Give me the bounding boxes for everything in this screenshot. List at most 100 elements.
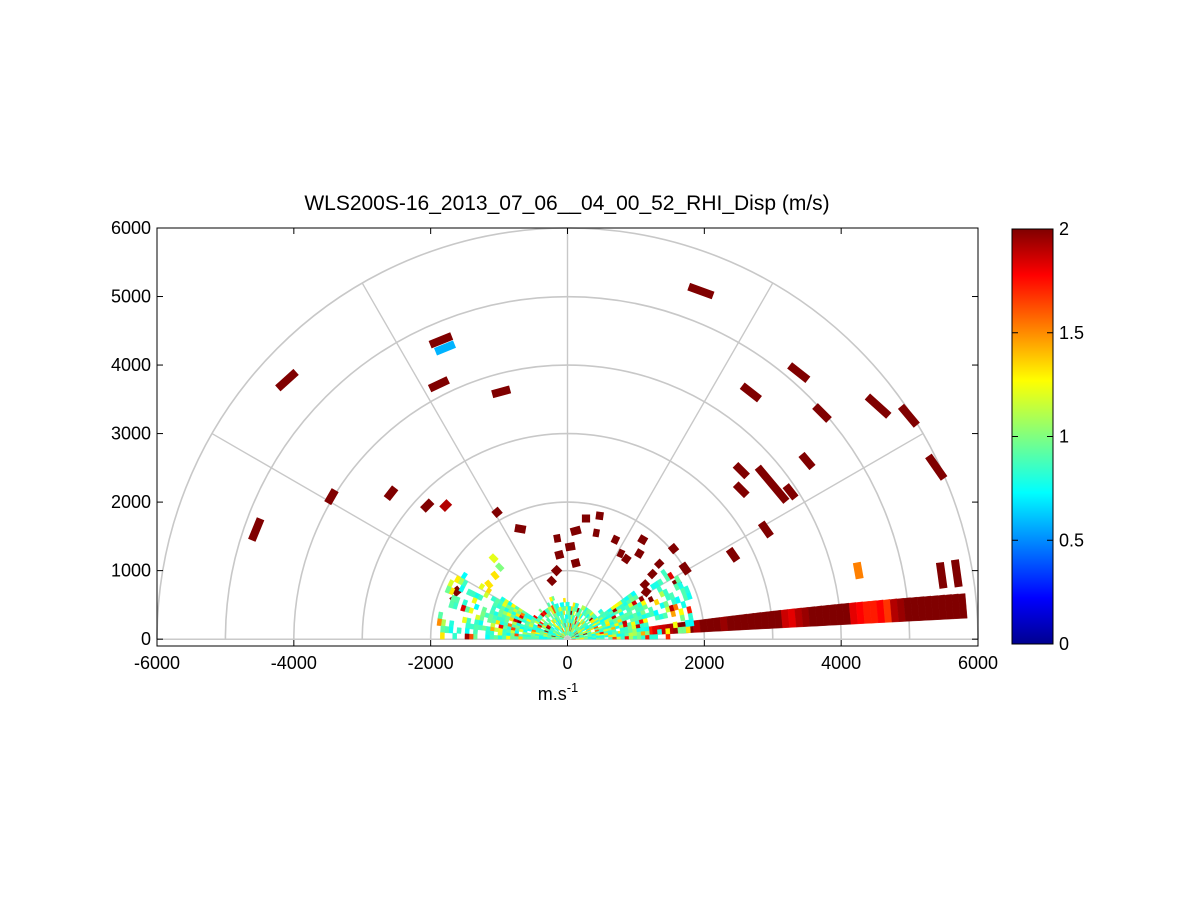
return-segment (732, 481, 750, 499)
near-field-gate (473, 624, 479, 630)
x-tick-label: 2000 (684, 653, 724, 673)
near-field-gate (567, 601, 570, 607)
near-field-gate (501, 635, 507, 640)
return-segment (491, 385, 512, 399)
near-field-gate (653, 609, 659, 616)
return-segment (616, 548, 626, 559)
colorbar-tick-label: 2 (1059, 219, 1069, 239)
near-field-gate (456, 627, 462, 634)
x-tick-label: 0 (562, 653, 572, 673)
return-segment (897, 403, 920, 428)
near-field-gate (448, 626, 454, 634)
near-field-gate (564, 614, 567, 619)
return-segment (634, 548, 645, 559)
near-field-gate (616, 633, 622, 637)
near-field-gate (612, 636, 618, 640)
near-field-gate (567, 606, 570, 611)
near-field-gate (572, 602, 576, 608)
chart-title: WLS200S-16_2013_07_06__04_00_52_RHI_Disp… (304, 192, 829, 215)
return-segment (553, 533, 562, 543)
return-segment (248, 517, 265, 542)
return-segment (439, 499, 453, 513)
near-field-gate (490, 595, 497, 603)
near-field-gate (458, 584, 466, 593)
sweep-gate (903, 597, 913, 622)
near-field-gate (624, 635, 630, 640)
near-field-gate (628, 632, 634, 637)
near-field-gate (448, 600, 455, 609)
sweep-gate (944, 594, 954, 620)
near-field-gate (647, 606, 654, 613)
return-segment (450, 585, 463, 597)
near-field-gate (493, 627, 499, 633)
near-field-gate (485, 630, 491, 636)
near-field-gate (509, 635, 515, 640)
near-field-returns (436, 568, 695, 640)
near-field-gate (688, 618, 695, 627)
return-segment (950, 559, 963, 588)
near-field-gate (548, 596, 554, 602)
near-field-gate (657, 629, 663, 635)
return-segment (639, 579, 651, 590)
return-segment (514, 523, 527, 534)
y-tick-label: 2000 (111, 492, 151, 512)
near-field-gate (677, 626, 683, 634)
x-tick-label: 4000 (821, 653, 861, 673)
near-field-gate (471, 597, 478, 605)
near-field-gate (644, 630, 650, 636)
near-field-gate (616, 636, 622, 640)
near-field-gate (591, 637, 597, 640)
y-tick-label: 5000 (111, 287, 151, 307)
colorbar: 0 0.5 1 1.5 2 (1011, 219, 1084, 654)
near-field-gate (465, 588, 473, 596)
near-field-gate (647, 595, 655, 603)
near-field-gate (501, 628, 507, 633)
near-field-gate (636, 631, 642, 636)
near-field-gate (506, 629, 511, 634)
near-field-gate (493, 635, 499, 640)
near-field-gate (568, 618, 570, 624)
near-field-gate (683, 585, 691, 594)
x-ticks: -6000 -4000 -2000 0 2000 4000 6000 (134, 228, 998, 673)
return-segment (935, 561, 948, 589)
near-field-gate (599, 635, 605, 638)
near-field-gate (667, 571, 675, 580)
near-field-gate (518, 628, 524, 633)
return-segment (757, 520, 774, 539)
sweep-gate (937, 594, 947, 620)
sweep-gate (958, 593, 968, 619)
return-segment (667, 542, 680, 555)
x-axis-label-base: m.s (538, 684, 567, 704)
colorbar-tick-label: 1.5 (1059, 323, 1084, 343)
near-field-gate (440, 625, 446, 633)
sweep-gate (889, 598, 900, 623)
y-ticks: 0 1000 2000 3000 4000 5000 6000 (111, 218, 978, 649)
near-field-gate (662, 588, 670, 596)
return-segment (725, 546, 741, 563)
return-segment (732, 461, 750, 480)
x-tick-label: -4000 (271, 653, 317, 673)
colorbar-tick-label: 1 (1059, 427, 1069, 447)
y-tick-label: 0 (141, 629, 151, 649)
near-field-gate (542, 637, 548, 640)
near-field-gate (489, 634, 494, 640)
near-field-gate (530, 636, 535, 640)
near-field-gate (628, 635, 634, 640)
near-field-gate (486, 617, 493, 624)
data-layer (248, 282, 968, 639)
y-tick-label: 6000 (111, 218, 151, 238)
sweep-gate (910, 596, 920, 622)
near-field-gate (641, 634, 646, 640)
return-segment (427, 376, 450, 393)
return-segment (687, 282, 715, 300)
colorbar-gradient (1012, 229, 1053, 644)
return-segment (678, 561, 692, 576)
near-field-gate (472, 629, 478, 635)
near-field-gate (595, 635, 601, 638)
return-segment (554, 549, 565, 560)
x-axis-label: m.s-1 (538, 680, 579, 704)
sweep-gate (876, 599, 886, 624)
near-field-gate (461, 616, 468, 624)
near-field-gate (489, 630, 495, 636)
